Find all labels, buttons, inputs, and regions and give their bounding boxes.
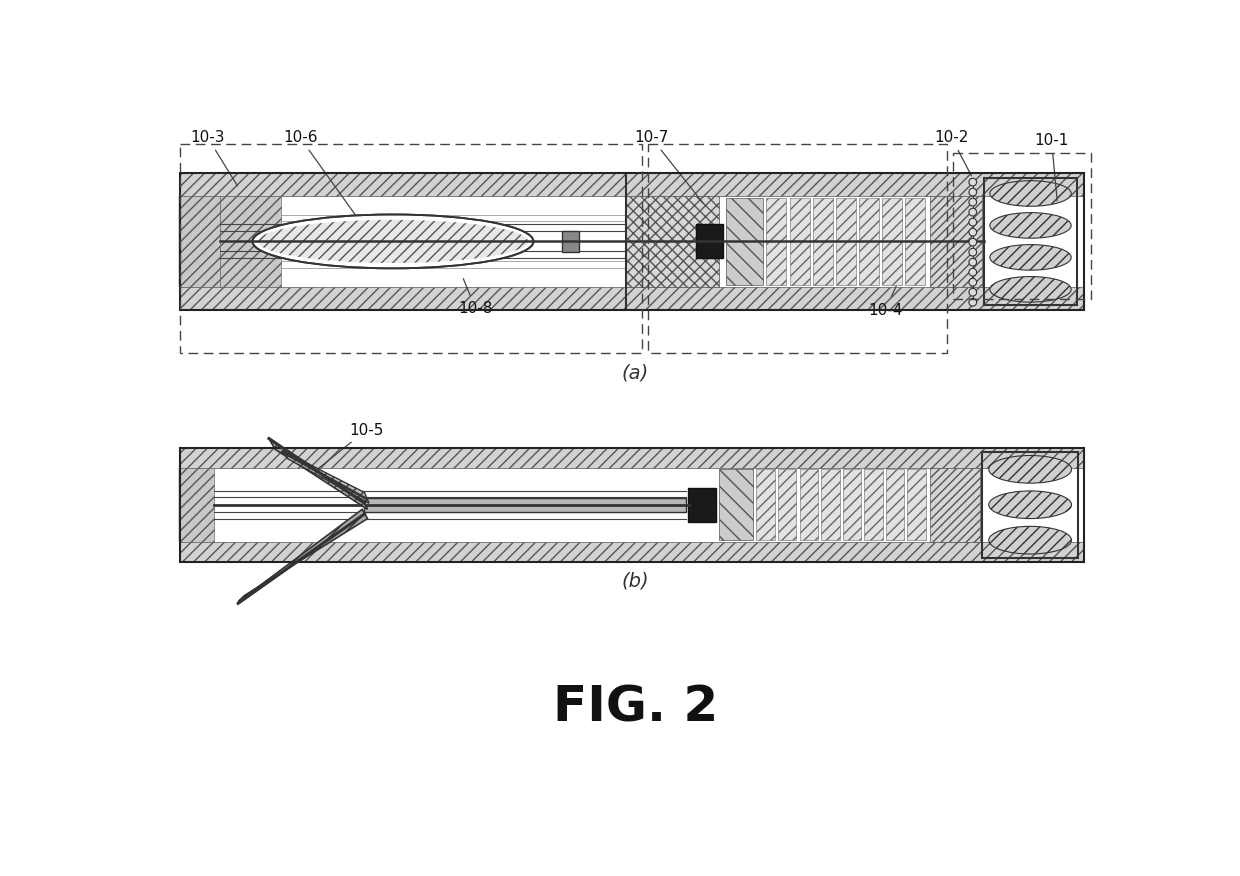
Bar — [777, 470, 796, 540]
Bar — [766, 197, 786, 286]
Ellipse shape — [258, 220, 528, 263]
Ellipse shape — [990, 277, 1071, 302]
Bar — [180, 541, 1085, 562]
Circle shape — [968, 299, 977, 306]
Bar — [982, 452, 1079, 558]
Polygon shape — [270, 440, 367, 509]
Text: 10-4: 10-4 — [868, 286, 903, 318]
Text: (a): (a) — [622, 364, 649, 383]
Bar — [180, 173, 1085, 310]
Text: 10-2: 10-2 — [934, 130, 971, 176]
Bar — [859, 197, 879, 286]
Polygon shape — [283, 451, 370, 503]
Bar — [821, 470, 839, 540]
Bar — [790, 197, 810, 286]
Text: FIG. 2: FIG. 2 — [553, 683, 718, 731]
Text: 10-7: 10-7 — [634, 130, 703, 203]
Circle shape — [968, 279, 977, 286]
Bar — [930, 196, 982, 286]
Bar — [836, 197, 856, 286]
Polygon shape — [180, 468, 215, 541]
Circle shape — [968, 248, 977, 256]
Text: 10-3: 10-3 — [191, 130, 238, 186]
Bar — [180, 448, 1085, 562]
Bar — [180, 196, 219, 286]
Bar — [985, 178, 1076, 306]
Bar — [626, 196, 719, 286]
Circle shape — [968, 238, 977, 246]
Bar — [725, 197, 763, 286]
Ellipse shape — [988, 456, 1071, 484]
Bar — [180, 448, 1085, 468]
Ellipse shape — [988, 491, 1071, 519]
Circle shape — [968, 188, 977, 196]
Bar — [688, 488, 715, 522]
Circle shape — [968, 258, 977, 266]
Text: 10-6: 10-6 — [283, 130, 357, 217]
Text: 10-5: 10-5 — [312, 423, 383, 473]
Bar — [180, 286, 1085, 310]
Bar — [180, 468, 215, 541]
Bar — [800, 470, 818, 540]
Bar — [180, 173, 1085, 196]
Bar — [180, 448, 1085, 562]
Circle shape — [968, 229, 977, 236]
Bar — [180, 173, 1085, 310]
Bar — [180, 144, 641, 353]
Ellipse shape — [990, 213, 1071, 238]
Ellipse shape — [990, 180, 1071, 206]
Bar — [864, 470, 883, 540]
Bar — [882, 197, 901, 286]
Bar — [719, 470, 753, 540]
Circle shape — [968, 198, 977, 206]
Circle shape — [968, 288, 977, 296]
Circle shape — [968, 268, 977, 276]
Bar — [647, 144, 946, 353]
Bar — [696, 224, 723, 258]
Text: 10-1: 10-1 — [1034, 133, 1069, 201]
Bar — [219, 196, 281, 286]
Bar — [930, 468, 980, 541]
Text: 10-8: 10-8 — [459, 279, 492, 316]
Polygon shape — [238, 509, 367, 602]
Polygon shape — [180, 196, 219, 286]
Bar — [843, 470, 861, 540]
Bar — [908, 470, 926, 540]
Bar — [756, 470, 775, 540]
Bar — [905, 197, 925, 286]
Bar — [885, 470, 904, 540]
Ellipse shape — [253, 215, 533, 268]
Circle shape — [968, 208, 977, 216]
Circle shape — [968, 179, 977, 186]
Text: (b): (b) — [621, 571, 650, 590]
Bar — [563, 230, 579, 252]
Circle shape — [968, 218, 977, 226]
Bar — [365, 498, 686, 512]
Ellipse shape — [990, 244, 1071, 270]
Ellipse shape — [988, 526, 1071, 554]
Bar — [952, 152, 1091, 300]
Bar — [812, 197, 832, 286]
